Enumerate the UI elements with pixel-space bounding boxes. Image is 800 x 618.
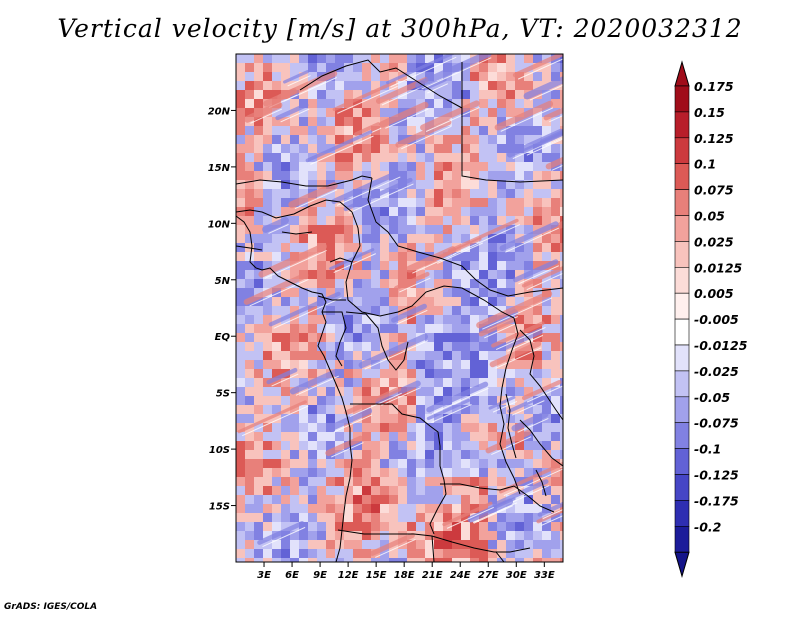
lon-tick-label: 18E (394, 570, 415, 581)
colorbar-label: -0.2 (694, 519, 721, 534)
colorbar-swatch (674, 241, 690, 268)
border-sudan (461, 62, 563, 183)
map-title: Vertical velocity [m/s] at 300hPa, VT: 2… (57, 14, 743, 43)
colorbar-swatch (674, 189, 690, 216)
colorbar-label: 0.125 (694, 131, 734, 146)
colorbar-swatch (674, 85, 690, 113)
map-axes: 20N 15N 10N 5N EQ 5S 10S 15S 3E 6E 9E 12E 15E 18E 21E 2… (208, 106, 555, 581)
colorbar-swatch (674, 500, 690, 527)
colorbar-label: -0.1 (694, 442, 721, 457)
colorbar-swatch (674, 370, 690, 398)
country-borders (236, 59, 563, 562)
colorbar-swatch (674, 292, 690, 320)
border-east-lakes (519, 329, 563, 467)
lon-tick-label: 27E (478, 570, 499, 581)
colorbar-label: -0.175 (694, 493, 739, 508)
border-car (345, 245, 515, 319)
lon-tick-label: 6E (285, 570, 299, 581)
border-north-1 (236, 175, 373, 187)
colorbar-label: -0.025 (694, 364, 739, 379)
colorbar-swatch (674, 422, 690, 449)
border-zambia (440, 483, 555, 513)
colorbar-label: -0.0125 (694, 338, 748, 353)
coastline (236, 215, 353, 562)
border-north-2 (299, 59, 463, 109)
border-cameroon (317, 257, 353, 301)
border-namibia (431, 535, 505, 562)
lat-tick-label: 5N (215, 276, 231, 287)
colorbar-swatch (674, 266, 690, 294)
colorbar-label: 0.05 (694, 209, 725, 224)
lon-tick-label: 24E (450, 570, 471, 581)
colorbar-label: 0.025 (694, 234, 734, 249)
lake-outline (505, 393, 547, 497)
colorbar-swatch (674, 448, 690, 475)
border-chad-east (367, 177, 563, 297)
lat-tick-label: 5S (216, 389, 230, 400)
colorbar-label: 0.175 (694, 79, 734, 94)
colorbar-label: 0.0125 (694, 260, 743, 275)
lat-tick-label: EQ (215, 332, 231, 343)
lon-tick-label: 12E (338, 570, 359, 581)
colorbar-label: 0.1 (694, 157, 716, 172)
lat-tick-label: 20N (208, 106, 231, 117)
lon-tick-label: 15E (366, 570, 387, 581)
colorbar-label: -0.005 (694, 312, 739, 327)
border-west (236, 231, 313, 251)
lon-tick-label: 3E (257, 570, 271, 581)
border-congo (345, 311, 409, 371)
colorbar-bottom-arrow (674, 551, 690, 578)
colorbar-label: 0.005 (694, 286, 734, 301)
grads-footer: GrADS: IGES/COLA (4, 602, 98, 612)
colorbar-swatch (674, 111, 690, 139)
plot-frame (235, 53, 564, 563)
colorbar-swatch (674, 344, 690, 372)
colorbar-label: -0.075 (694, 416, 739, 431)
colorbar-swatch (674, 163, 690, 190)
colorbar: 0.175 0.15 0.125 0.1 0.075 0.05 0.025 0.0125 0.0… (674, 60, 748, 578)
colorbar-label: -0.05 (694, 390, 730, 405)
lat-tick-label: 15S (209, 502, 230, 513)
lat-tick-label: 10S (209, 445, 230, 456)
lon-tick-label: 21E (422, 570, 443, 581)
lon-tick-label: 30E (506, 570, 527, 581)
colorbar-swatch (674, 525, 690, 553)
colorbar-swatch (674, 215, 690, 242)
lat-tick-label: 10N (208, 219, 231, 230)
colorbar-swatch (674, 396, 690, 423)
colorbar-label: 0.075 (694, 183, 734, 198)
colorbar-label: 0.15 (694, 105, 725, 120)
colorbar-top-arrow (674, 60, 690, 87)
lon-tick-label: 33E (534, 570, 555, 581)
lon-tick-label: 9E (313, 570, 327, 581)
colorbar-swatch (674, 137, 690, 165)
colorbar-label: -0.125 (694, 468, 739, 483)
colorbar-swatch (674, 318, 690, 346)
colorbar-swatch (674, 474, 690, 501)
border-southern (337, 529, 531, 553)
border-nigeria (236, 199, 361, 247)
border-angola (350, 403, 447, 535)
velocity-field (236, 54, 563, 562)
border-gabon (322, 311, 347, 367)
lat-tick-label: 15N (208, 163, 231, 174)
border-drc-east (499, 317, 521, 495)
